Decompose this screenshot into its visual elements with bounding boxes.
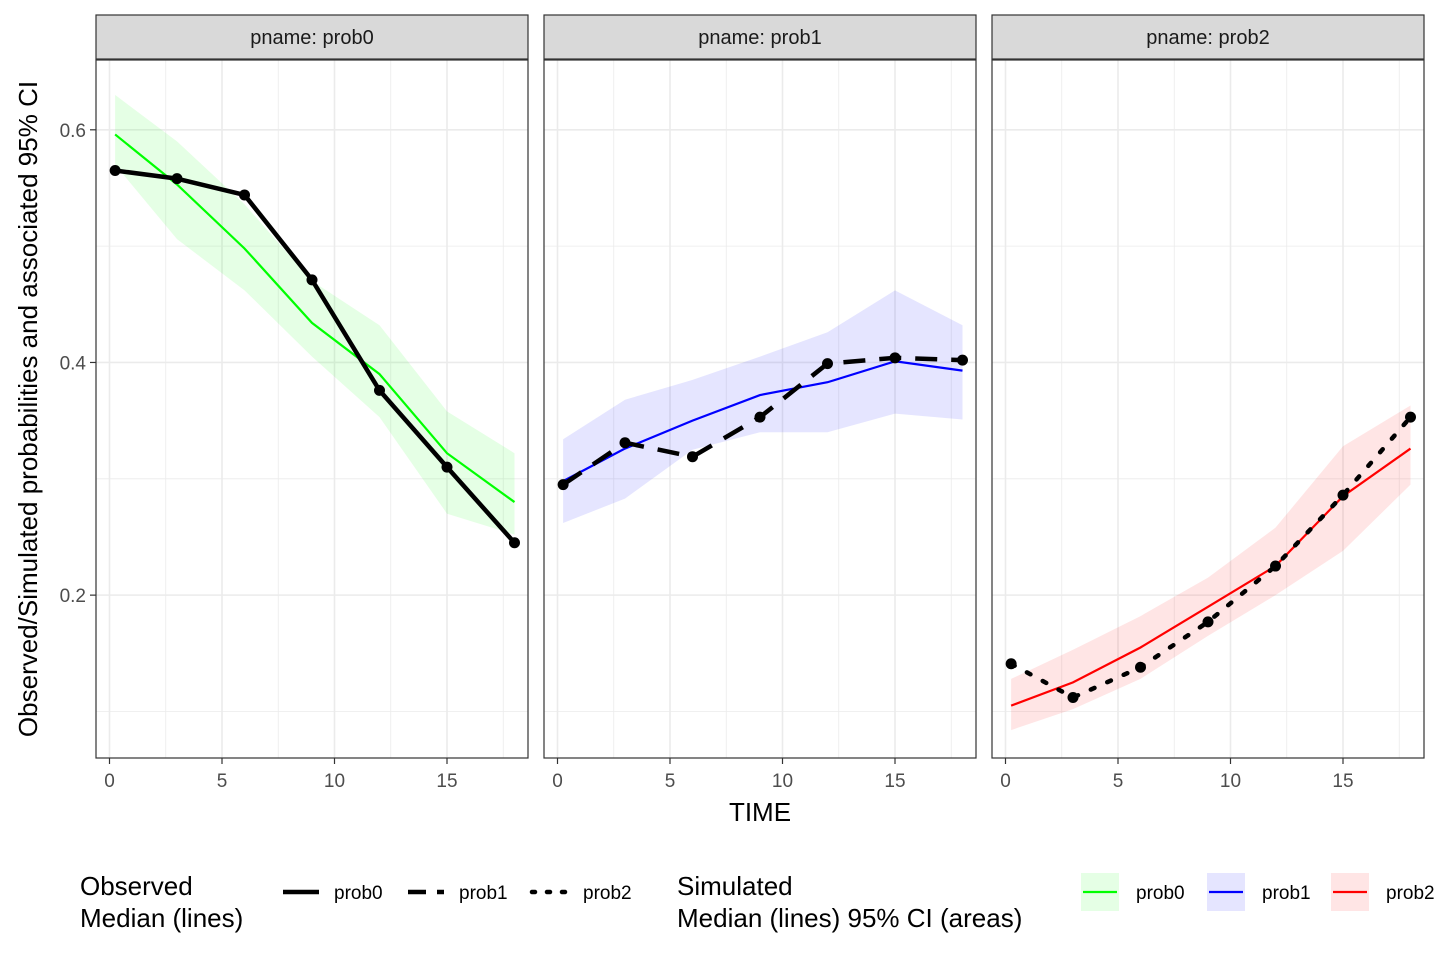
simulated-legend-label-prob1: prob1 [1262,883,1311,904]
simulated-legend: Simulated Median (lines) 95% CI (areas) … [677,871,1435,933]
observed-point [1337,489,1349,501]
strip-prob2 [991,14,1425,60]
observed-point [1405,411,1416,423]
y-tick-label: 0.4 [60,353,87,374]
panel-border [991,59,1425,759]
y-tick-label: 0.2 [60,586,86,607]
x-tick-label: 15 [1332,771,1353,792]
observed-legend: Observed Median (lines) prob0 prob1 prob2 [80,871,632,933]
panel-background [992,60,1424,758]
simulated-legend-title-line2: Median (lines) 95% CI (areas) [677,903,1022,933]
observed-point [109,165,121,177]
observed-point [687,451,698,463]
x-tick-label: 5 [217,771,228,792]
simulated-median-line-prob0 [114,133,516,503]
panel-prob1: pname: prob1 0 5 10 15 [543,14,977,792]
observed-point [1005,658,1017,670]
x-tick-label: 0 [104,771,115,792]
x-tick-label: 0 [1000,771,1011,792]
observed-point [171,173,183,185]
y-axis-title: Observed/Simulated probabilities and ass… [13,81,43,737]
x-tick-label: 10 [1220,771,1241,792]
panel-border [543,59,977,759]
strip-label-prob2: pname: prob2 [1146,27,1269,49]
observed-point [957,354,968,366]
y-tick-label: 0.6 [60,121,86,142]
gridlines-prob0 [96,60,528,758]
observed-point [557,479,569,491]
panel-prob2: pname: prob2 0 5 10 15 [991,14,1425,792]
x-tick-label: 10 [772,771,793,792]
observed-legend-label-prob1: prob1 [459,883,508,904]
observed-legend-label-prob2: prob2 [583,883,632,904]
observed-point [239,189,250,201]
observed-point [822,358,833,370]
ci-band-prob1 [563,290,963,524]
ci-band-prob2 [1011,405,1411,731]
x-tick-label: 15 [884,771,905,792]
observed-point [619,437,631,449]
observed-point [1135,661,1146,673]
x-tick-label: 10 [324,771,345,792]
observed-point [306,274,318,286]
observed-point [441,461,453,473]
simulated-legend-label-prob2: prob2 [1386,883,1435,904]
observed-legend-title-line1: Observed [80,871,193,901]
strip-prob1 [543,14,977,60]
gridlines-prob2 [992,60,1424,758]
simulated-legend-label-prob0: prob0 [1136,883,1185,904]
strip-prob0 [95,14,529,60]
ci-band-prob0 [115,94,515,535]
observed-point [374,384,385,396]
simulated-legend-title-line1: Simulated [677,871,793,901]
observed-point [1067,692,1079,704]
chart-panels: pname: prob0 0 5 10 15 0.2 0.4 0.6 pname: prob1 0… [60,14,1425,792]
panel-background [544,60,976,758]
observed-point [1270,560,1281,572]
strip-label-prob1: pname: prob1 [698,27,821,49]
observed-legend-title-line2: Median (lines) [80,903,243,933]
panel-prob0: pname: prob0 0 5 10 15 0.2 0.4 0.6 [60,14,529,792]
x-tick-label: 5 [665,771,676,792]
observed-point [509,537,520,549]
gridlines-prob1 [544,60,976,758]
observed-legend-label-prob0: prob0 [334,883,383,904]
strip-label-prob0: pname: prob0 [250,27,373,49]
observed-point [889,352,901,364]
observed-point [1202,616,1214,628]
x-tick-label: 0 [552,771,563,792]
panel-border [95,59,529,759]
observed-point [754,411,766,423]
x-tick-label: 5 [1113,771,1124,792]
x-axis-title: TIME [729,797,791,827]
x-tick-label: 15 [436,771,457,792]
